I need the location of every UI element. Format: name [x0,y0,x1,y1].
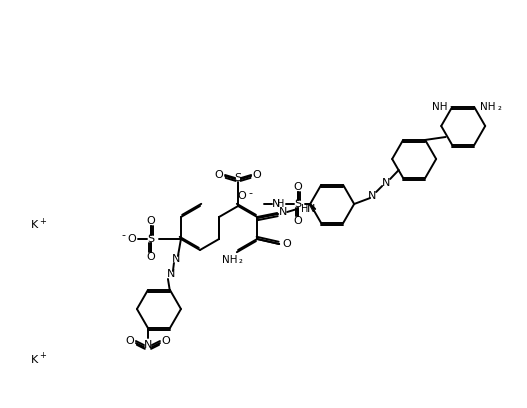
Text: N: N [368,191,376,201]
Text: O: O [214,170,223,180]
Text: NH: NH [481,102,496,112]
Text: ₂: ₂ [239,255,243,265]
Text: O: O [147,216,155,226]
Text: K: K [32,220,38,230]
Text: N: N [307,204,315,214]
Text: O: O [294,182,302,192]
Text: NH: NH [433,102,448,112]
Text: O: O [128,234,136,244]
Text: -: - [122,230,126,240]
Text: N: N [144,340,152,350]
Text: H: H [301,204,309,214]
Text: ₂: ₂ [497,102,501,112]
Text: K: K [32,355,38,365]
Text: -: - [248,188,252,198]
Text: H: H [278,199,285,209]
Text: O: O [283,239,291,249]
Text: N: N [172,254,180,264]
Text: S: S [295,199,302,209]
Text: +: + [40,217,46,226]
Text: N: N [279,207,287,217]
Text: N: N [272,199,280,209]
Text: O: O [162,336,170,346]
Text: +: + [40,352,46,361]
Text: O: O [238,191,247,201]
Text: O: O [294,216,302,226]
Text: O: O [147,252,155,262]
Text: O: O [125,336,134,346]
Text: NH: NH [222,255,238,265]
Text: N: N [382,178,391,188]
Text: S: S [235,173,242,183]
Text: ₂: ₂ [450,102,453,112]
Text: O: O [253,170,261,180]
Text: N: N [167,269,175,279]
Text: S: S [148,234,154,244]
